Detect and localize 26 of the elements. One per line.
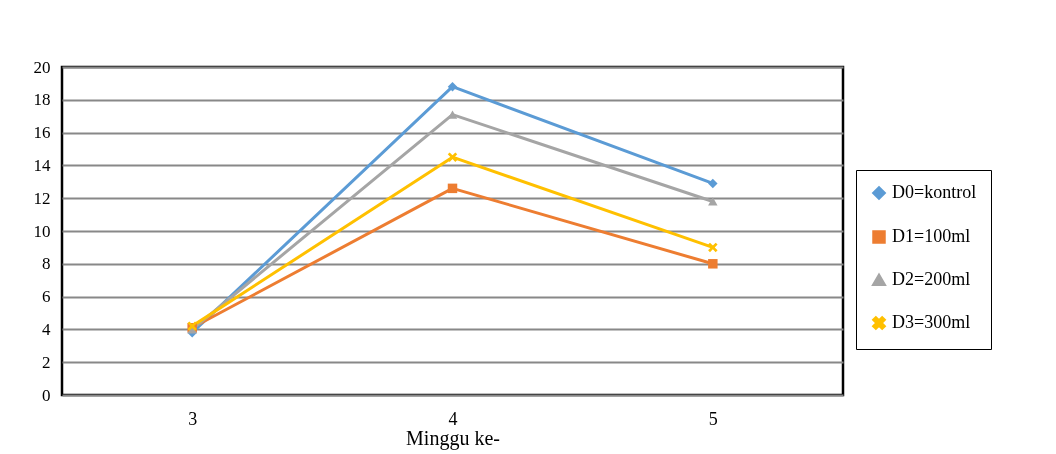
legend-label: D1=100ml [892, 226, 971, 246]
x-tick-label: 5 [708, 408, 718, 429]
y-tick-label: 16 [33, 123, 51, 143]
y-tick-label: 14 [33, 155, 51, 175]
x-axis-title: Minggu ke- [406, 426, 500, 450]
point [447, 183, 458, 194]
point [708, 259, 718, 269]
point [447, 81, 458, 92]
y-tick-label: 12 [33, 188, 51, 208]
point [708, 242, 718, 253]
legend-label: D0=kontrol [892, 182, 977, 202]
legend-label: D3=300ml [892, 312, 971, 332]
y-tick-label: 20 [33, 57, 51, 77]
y-tick-label: 0 [42, 385, 51, 405]
y-tick-label: 6 [42, 287, 51, 307]
y-tick-label: 2 [42, 352, 51, 372]
y-tick-label: 10 [33, 221, 51, 241]
x-tick-label: 4 [448, 408, 458, 429]
x-tick-label: 3 [188, 408, 198, 429]
point [708, 178, 718, 189]
y-tick-label: 18 [33, 90, 51, 110]
point [447, 152, 458, 162]
point [708, 197, 718, 206]
y-tick-label: 8 [42, 254, 51, 274]
y-tick-label: 4 [42, 319, 51, 339]
legend-label: D2=200ml [892, 269, 971, 289]
